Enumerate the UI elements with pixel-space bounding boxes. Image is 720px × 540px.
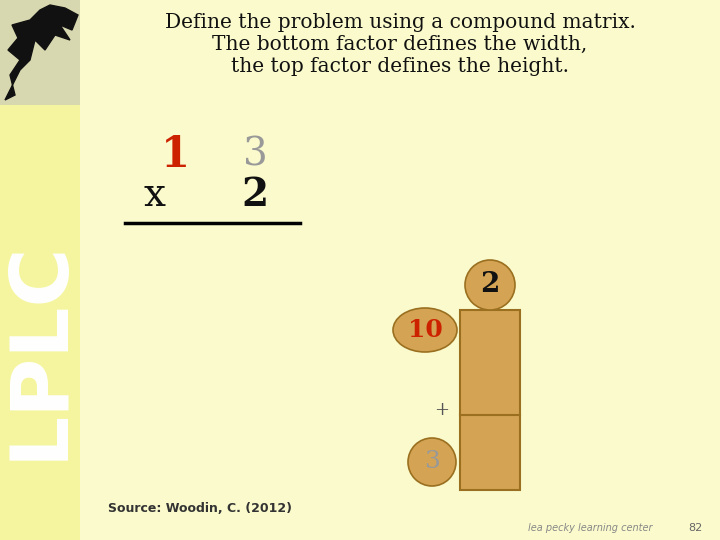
Text: 1: 1	[161, 134, 189, 176]
Text: 3: 3	[243, 137, 267, 173]
Circle shape	[465, 260, 515, 310]
Text: the top factor defines the height.: the top factor defines the height.	[231, 57, 569, 76]
Polygon shape	[5, 5, 78, 100]
Ellipse shape	[393, 308, 457, 352]
Circle shape	[408, 438, 456, 486]
Text: 82: 82	[688, 523, 702, 533]
Text: 2: 2	[241, 176, 269, 214]
Text: x: x	[144, 177, 166, 213]
Text: Define the problem using a compound matrix.: Define the problem using a compound matr…	[165, 12, 636, 31]
Text: 3: 3	[424, 450, 440, 474]
Text: 10: 10	[408, 318, 442, 342]
Bar	[460, 310, 520, 490]
Text: lea pecky learning center: lea pecky learning center	[528, 523, 652, 533]
Bar	[0, 0, 80, 105]
Text: LPLC: LPLC	[1, 240, 79, 460]
Text: The bottom factor defines the width,: The bottom factor defines the width,	[212, 35, 588, 53]
Text: Source: Woodin, C. (2012): Source: Woodin, C. (2012)	[108, 502, 292, 515]
Bar	[0, 0, 80, 540]
Text: 2: 2	[480, 272, 500, 299]
Text: +: +	[434, 401, 449, 419]
